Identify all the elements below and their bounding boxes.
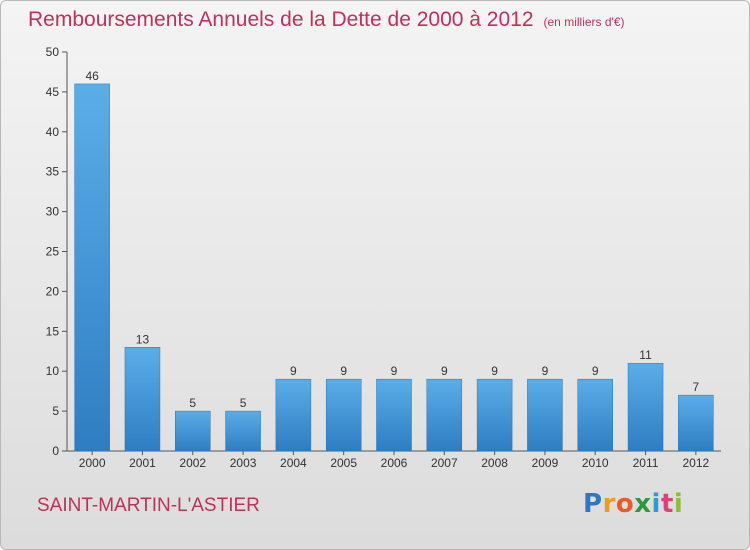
bar-2001 xyxy=(124,347,161,452)
x-tick-label: 2012 xyxy=(682,456,709,470)
x-tick-label: 2007 xyxy=(431,456,458,470)
data-label-2006: 9 xyxy=(391,364,398,378)
bar-2011 xyxy=(627,362,664,452)
bars: 46 13 5 5 9 9 9 9 9 9 9 11 7 xyxy=(74,69,714,452)
data-label-2008: 9 xyxy=(491,364,498,378)
y-tick-label: 0 xyxy=(52,444,59,458)
chart-title-block: Remboursements Annuels de la Dette de 20… xyxy=(28,8,625,32)
bar-2000 xyxy=(74,83,110,452)
logo-letter-o: o xyxy=(615,489,635,519)
data-label-2011: 11 xyxy=(639,348,652,362)
y-tick-label: 50 xyxy=(46,45,60,59)
y-tick-label: 5 xyxy=(52,404,59,418)
logo-letter-i2: i xyxy=(673,489,684,519)
y-tick-label: 20 xyxy=(46,284,60,298)
data-label-2012: 7 xyxy=(693,380,700,394)
x-tick-label: 2010 xyxy=(582,456,609,470)
y-tick-label: 15 xyxy=(46,324,60,338)
x-tick-label: 2008 xyxy=(481,456,508,470)
data-label-2004: 9 xyxy=(290,364,297,378)
data-label-2003: 5 xyxy=(240,396,247,410)
x-tick-label: 2001 xyxy=(129,456,156,470)
logo-letter-r: r xyxy=(602,489,616,519)
data-label-2001: 13 xyxy=(136,332,150,346)
logo-letter-x: x xyxy=(634,489,652,519)
data-label-2009: 9 xyxy=(542,364,549,378)
x-tick-label: 2005 xyxy=(330,456,357,470)
bar-2006 xyxy=(376,378,412,452)
bar-2003 xyxy=(225,410,261,452)
bar-2004 xyxy=(275,378,312,452)
x-tick-label: 2002 xyxy=(179,456,206,470)
data-label-2000: 46 xyxy=(85,69,99,83)
chart-title: Remboursements Annuels de la Dette de 20… xyxy=(28,8,534,31)
x-tick-label: 2006 xyxy=(381,456,408,470)
data-label-2005: 9 xyxy=(340,364,347,378)
x-tick-label: 2009 xyxy=(532,456,559,470)
x-tick-label: 2000 xyxy=(79,456,106,470)
bar-2007 xyxy=(426,378,463,452)
y-tick-label: 35 xyxy=(46,165,60,179)
x-tick-label: 2003 xyxy=(230,456,257,470)
logo-letter-p: P xyxy=(583,489,603,519)
logo-letter-t: t xyxy=(660,489,674,519)
x-tick-label: 2004 xyxy=(280,456,307,470)
y-tick-label: 10 xyxy=(46,364,60,378)
bar-2010 xyxy=(577,378,613,452)
bar-2009 xyxy=(527,378,563,452)
y-tick-label: 40 xyxy=(46,125,60,139)
bar-2012 xyxy=(678,394,714,452)
x-tick-label: 2011 xyxy=(633,456,659,470)
commune-name: SAINT-MARTIN-L'ASTIER xyxy=(37,495,260,516)
data-label-2002: 5 xyxy=(189,396,196,410)
y-tick-label: 45 xyxy=(46,85,60,99)
proxiti-logo[interactable]: Proxiti xyxy=(583,489,683,519)
bar-2002 xyxy=(175,410,211,452)
y-tick-label: 25 xyxy=(46,245,60,259)
logo-letter-i1: i xyxy=(651,489,661,519)
chart-subtitle: (en milliers d'€) xyxy=(543,15,625,29)
data-label-2010: 9 xyxy=(592,364,599,378)
y-tick-label: 30 xyxy=(46,205,60,219)
bar-2008 xyxy=(476,378,513,452)
data-label-2007: 9 xyxy=(441,364,448,378)
bar-2005 xyxy=(325,378,362,452)
